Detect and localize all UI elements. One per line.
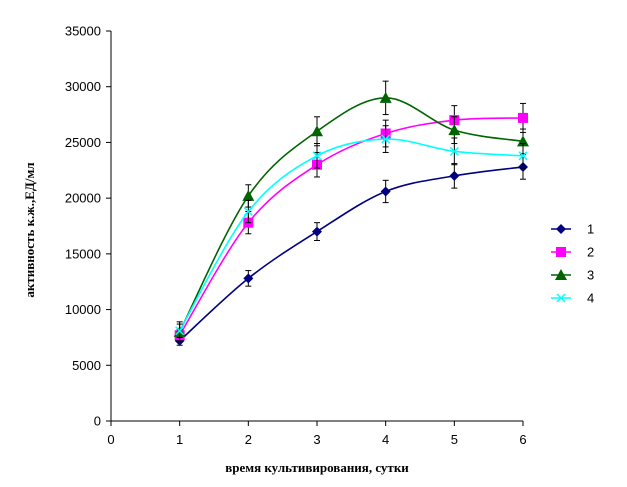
x-axis-title: время культивирования, сутки xyxy=(225,460,409,475)
x-tick-label: 6 xyxy=(519,432,526,447)
y-axis-title: активность к.ж.,ЕД/мл xyxy=(22,162,37,297)
legend-marker xyxy=(556,293,566,303)
data-point xyxy=(243,206,253,217)
legend-label: 1 xyxy=(587,222,594,237)
legend-item-1: 1 xyxy=(551,222,594,237)
series-line xyxy=(179,166,524,342)
x-tick-label: 3 xyxy=(313,432,320,447)
series-3 xyxy=(173,80,529,343)
data-point xyxy=(312,226,322,237)
series-1 xyxy=(174,154,528,346)
data-point xyxy=(449,170,460,181)
data-point xyxy=(243,273,254,284)
x-tick-label: 1 xyxy=(176,432,183,447)
data-point xyxy=(518,151,528,161)
data-point xyxy=(380,186,391,197)
data-point xyxy=(312,151,322,161)
legend-label: 2 xyxy=(587,245,594,260)
legend-label: 4 xyxy=(587,291,594,306)
legend-item-4: 4 xyxy=(551,291,594,306)
marker-stroke xyxy=(556,293,566,303)
data-point xyxy=(175,326,185,336)
data-point xyxy=(449,146,459,156)
x-tick-label: 5 xyxy=(451,432,458,447)
legend-marker xyxy=(555,269,567,280)
marker-stroke xyxy=(381,134,391,144)
data-point xyxy=(381,134,391,144)
marker-stroke xyxy=(449,146,459,156)
y-tick-label: 5000 xyxy=(72,358,101,373)
series-4 xyxy=(175,125,528,338)
x-tick-label: 4 xyxy=(382,432,389,447)
y-tick-label: 10000 xyxy=(65,302,101,317)
data-point xyxy=(518,112,528,123)
y-tick-label: 15000 xyxy=(65,246,101,261)
y-tick-label: 0 xyxy=(94,414,101,429)
legend-marker xyxy=(556,247,566,257)
legend-label: 3 xyxy=(587,268,594,283)
y-tick-label: 35000 xyxy=(65,24,101,39)
data-point xyxy=(242,189,255,201)
series-layer xyxy=(173,80,529,346)
data-point xyxy=(311,125,323,137)
marker-stroke xyxy=(518,151,528,161)
data-point xyxy=(379,91,392,103)
legend: 1 2 3 4 xyxy=(551,222,594,306)
legend-item-3: 3 xyxy=(551,268,594,283)
legend-marker xyxy=(556,224,566,234)
series-line xyxy=(178,138,524,332)
y-tick-label: 20000 xyxy=(65,191,101,206)
x-tick-label: 0 xyxy=(107,432,114,447)
data-point xyxy=(448,124,461,136)
y-tick-label: 25000 xyxy=(65,135,101,150)
y-ticks: 0 5000 10000 15000 20000 25000 30000 35000 xyxy=(65,24,111,429)
legend-item-2: 2 xyxy=(551,245,594,260)
marker-stroke xyxy=(243,206,253,217)
x-ticks: 0 1 2 3 4 5 6 xyxy=(107,421,527,447)
series-line xyxy=(178,97,524,333)
marker-stroke xyxy=(312,151,322,161)
marker-stroke xyxy=(175,326,185,336)
x-tick-label: 2 xyxy=(245,432,252,447)
y-tick-label: 30000 xyxy=(65,79,101,94)
series-2 xyxy=(174,102,528,342)
